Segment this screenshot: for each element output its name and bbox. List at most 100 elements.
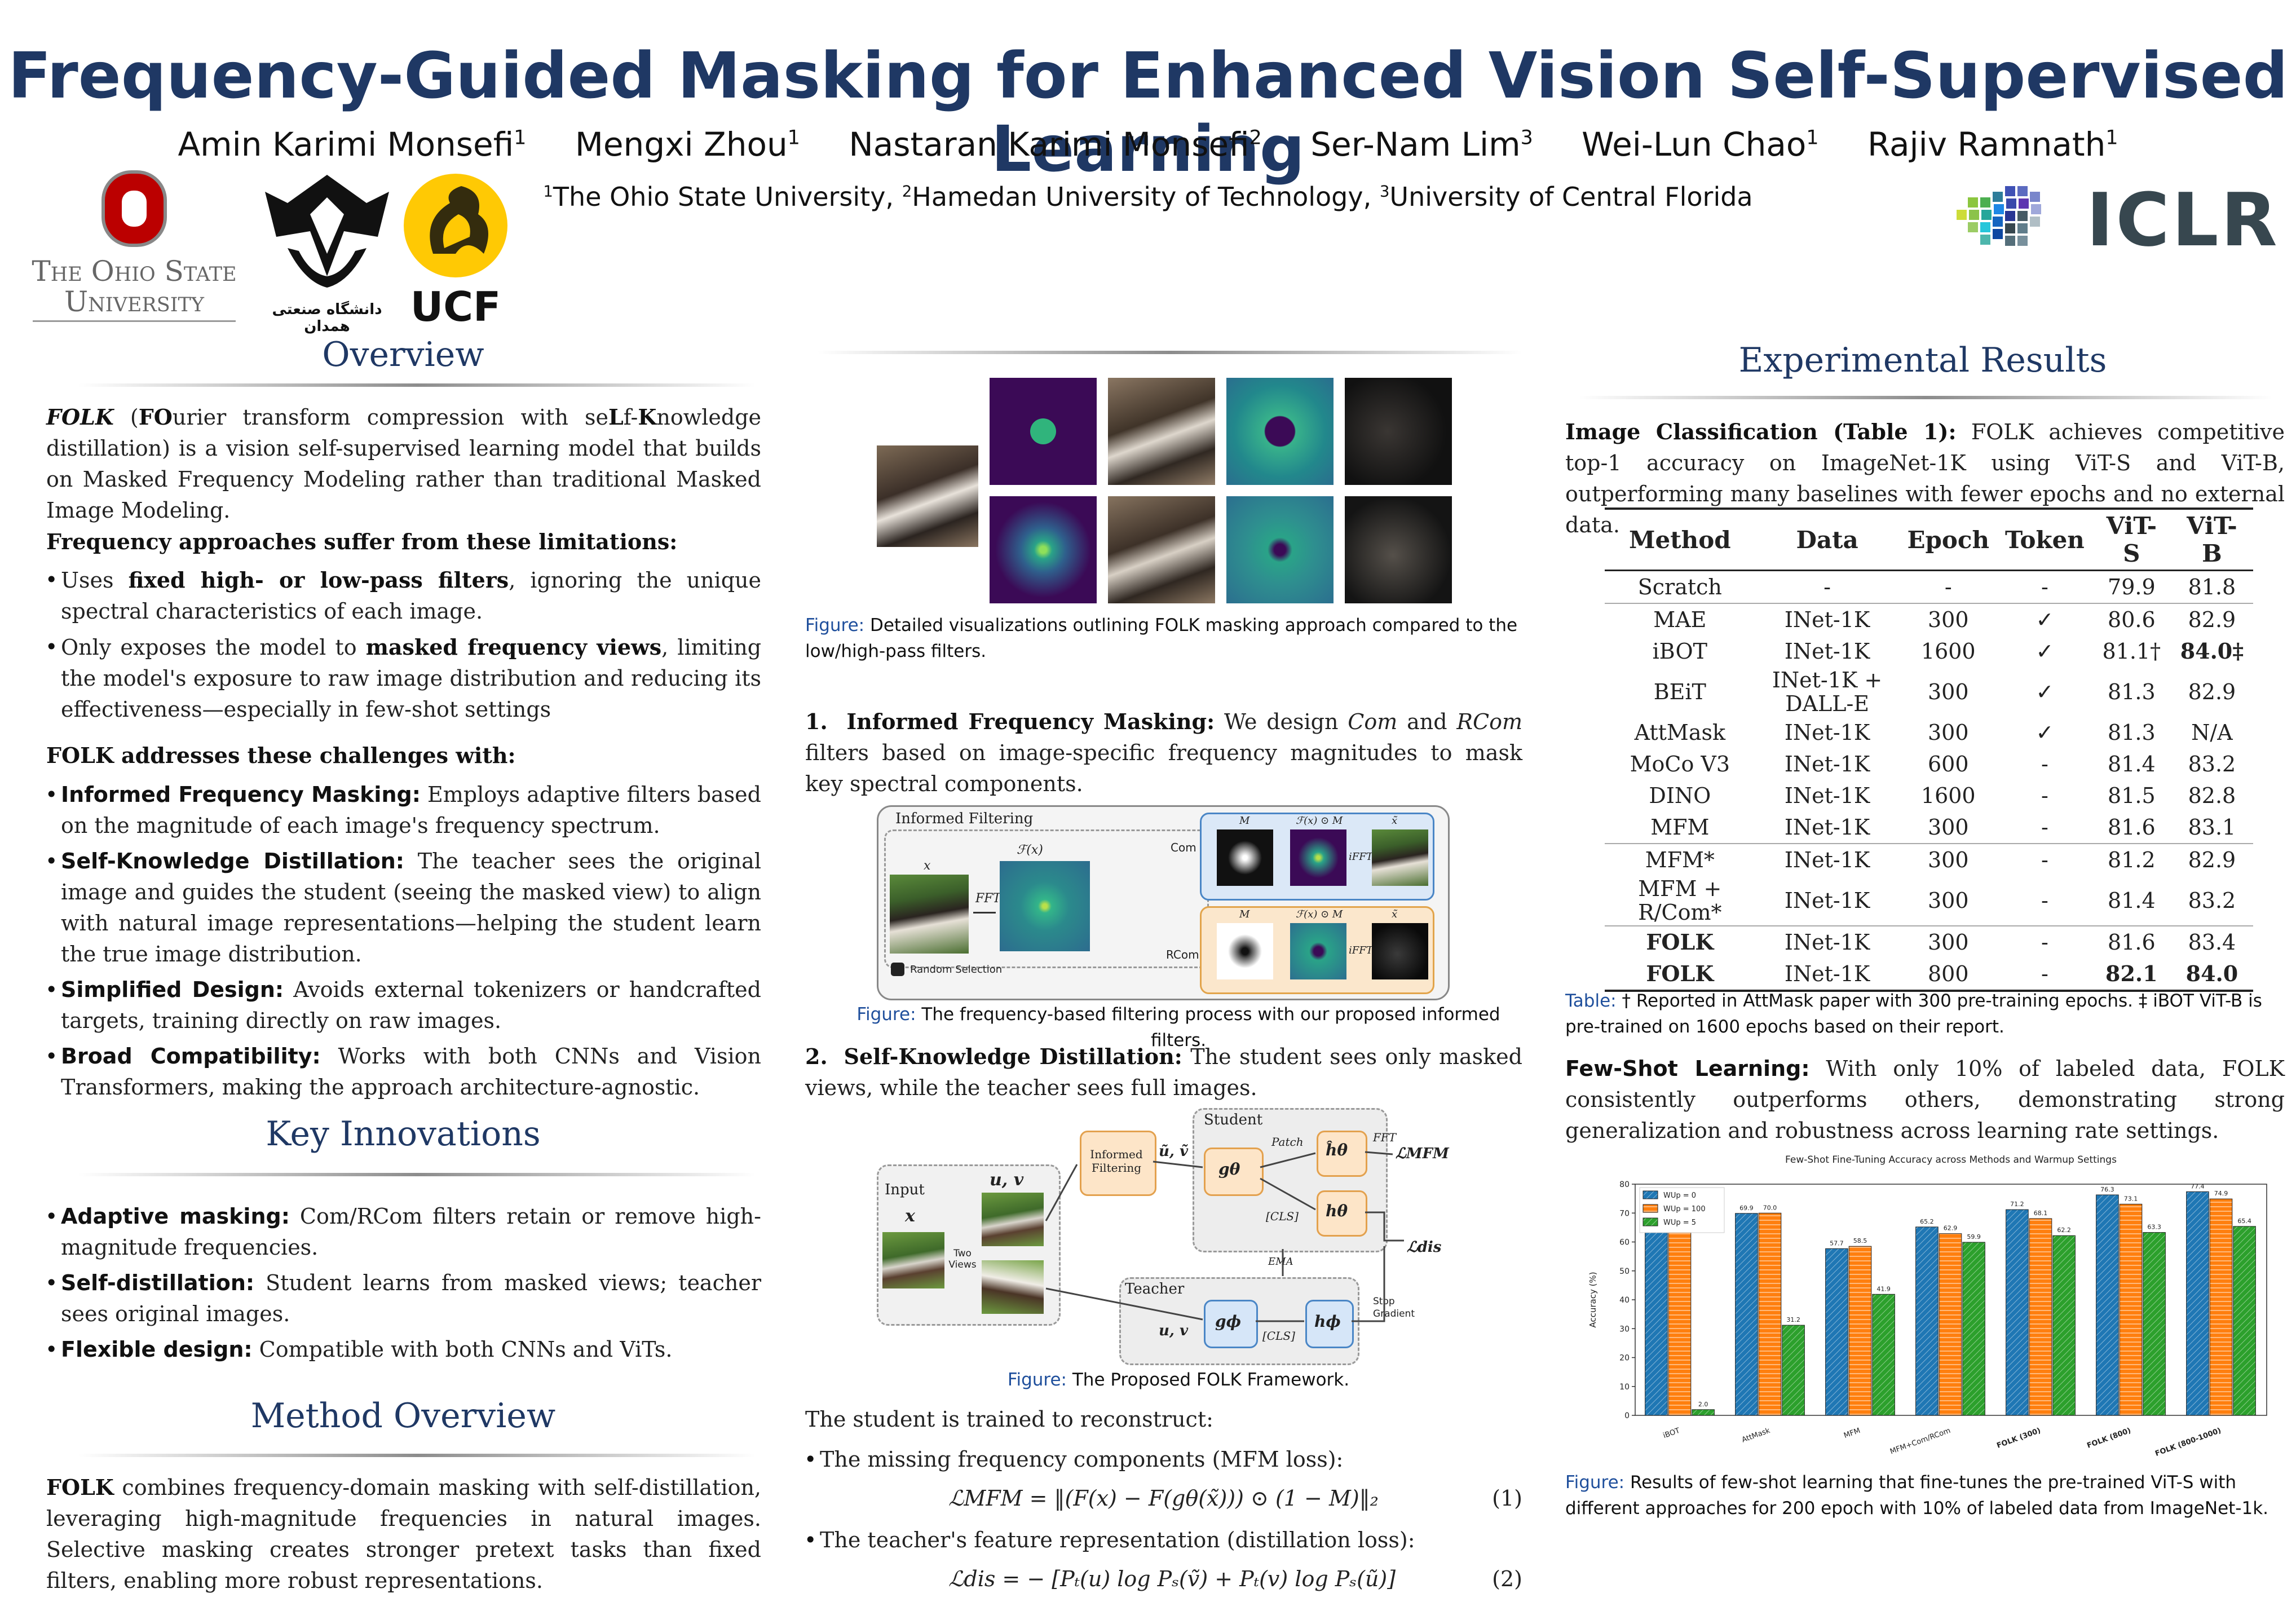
list-item: Simplified Design: Avoids external token… [45, 974, 761, 1036]
bar-0-1 [1735, 1213, 1758, 1416]
bar-0-3 [1915, 1226, 1939, 1416]
fft-spectrum-image [1000, 861, 1090, 951]
informed-filtering-box-label: Informed Filtering [1090, 1148, 1143, 1175]
few-shot-chart: Few-Shot Fine-Tuning Accuracy across Met… [1573, 1150, 2278, 1466]
bar-0-0 [1645, 1228, 1668, 1416]
list-item: Self-Knowledge Distillation: The teacher… [45, 846, 761, 970]
chart-title: Few-Shot Fine-Tuning Accuracy across Met… [1785, 1154, 2117, 1166]
innovations-rule [79, 1173, 756, 1176]
iclr-pixel-brain-icon [1957, 186, 2041, 246]
table-row: iBOT INet-1K 1600 ✓ 81.1† 84.0‡ [1652, 638, 2244, 664]
limits-list: Uses fixed high- or low-pass filters, ig… [45, 564, 761, 725]
cls-label-teacher: [CLS] [1262, 1329, 1295, 1343]
table-row: MFM INet-1K 300-81.6 83.1 [1650, 815, 2236, 840]
bar-1-6 [2209, 1198, 2233, 1416]
ifft-label-bottom: iFFT [1349, 945, 1373, 956]
innovations-body: Adaptive masking: Com/RCom filters retai… [45, 1201, 761, 1370]
y-tick-label: 70 [1619, 1209, 1630, 1218]
results-table: Method Data Epoch Token ViT-S ViT-B Scra… [1605, 508, 2253, 992]
bar-2-5 [2143, 1232, 2166, 1416]
x-tick-label: FOLK (800-1000) [2154, 1427, 2222, 1458]
com-mask-icon [1217, 829, 1273, 886]
author-3: Nastaran Karimi Monsefi2 [849, 125, 1262, 164]
fig2-caption: Figure: The frequency-based filtering pr… [856, 1004, 1500, 1051]
fft-out-label: FFT [1373, 1131, 1397, 1144]
results-table-wrap: Method Data Epoch Token ViT-S ViT-B Scra… [1605, 508, 2253, 992]
h-phi-label: hϕ [1314, 1312, 1341, 1331]
input-x-label: x [924, 859, 931, 873]
legend-label: WUp = 5 [1663, 1219, 1696, 1227]
list-item: Flexible design: Compatible with both CN… [45, 1334, 761, 1365]
iclr-logo: ICLR [1951, 175, 2278, 265]
y-tick-label: 10 [1619, 1383, 1630, 1392]
table-row: FOLK INet-1K 300-81.6 83.4 [1605, 925, 2253, 958]
rcom-dog-image [1345, 496, 1452, 603]
bar-value-label: 65.4 [2237, 1217, 2251, 1225]
table-row: Scratch - - -79.9 81.8 [1637, 575, 2236, 599]
folk-framework-diagram: Input x Two Views u, v Informed Filterin… [877, 1108, 1469, 1365]
bar-2-4 [2052, 1235, 2076, 1416]
few-shot-text: Few-Shot Learning: With only 10% of labe… [1565, 1056, 2285, 1143]
author-4: Ser-Nam Lim3 [1310, 125, 1533, 164]
rcom-output-image [1372, 923, 1428, 979]
list-item: Broad Compatibility: Works with both CNN… [45, 1041, 761, 1103]
innovations-title: Key Innovations [266, 1114, 541, 1154]
mask-m-label-bottom: M [1239, 908, 1250, 920]
input-x-var: x [905, 1206, 915, 1226]
bar-value-label: 2.0 [1698, 1401, 1708, 1408]
y-tick-label: 80 [1619, 1180, 1630, 1189]
bar-0-5 [2096, 1194, 2119, 1416]
xtilde-label-top: x̃ [1392, 815, 1398, 827]
image-classification-text: Image Classification (Table 1): FOLK ach… [1565, 419, 2285, 537]
bar-0-6 [2186, 1191, 2209, 1416]
bar-value-label: 68.1 [2034, 1210, 2048, 1217]
affiliations: 1The Ohio State University, 2Hamedan Uni… [543, 182, 1753, 212]
rcom-mask-icon [1217, 923, 1273, 979]
bar-2-0 [1692, 1409, 1715, 1416]
h-theta-label: hθ [1326, 1202, 1348, 1220]
informed-filtering-label: Informed Filtering [895, 810, 1034, 827]
bar-value-label: 71.2 [2010, 1201, 2024, 1208]
y-tick-label: 0 [1624, 1411, 1630, 1420]
bar-value-label: 59.9 [1967, 1233, 1981, 1241]
equation-1: ℒMFM = ‖(F(x) − F(gθ(x̃))) ⊙ (1 − M)‖₂ [948, 1486, 1379, 1511]
list-item: Informed Frequency Masking: Employs adap… [45, 779, 761, 841]
com-mask-image [990, 496, 1097, 603]
rcom-filtered-spectrum [1290, 923, 1346, 979]
hamedan-logo: دانشگاه صنعتی همدان [254, 169, 400, 335]
input-image [882, 1232, 944, 1288]
informed-filtering-diagram: Informed Filtering x FFT ℱ(x) Random Sel… [877, 805, 1450, 1000]
uv-tilde-label: ũ, ṽ [1159, 1143, 1189, 1160]
bar-1-2 [1848, 1246, 1872, 1416]
list-item: Self-distillation: Student learns from m… [45, 1268, 761, 1330]
bar-2-6 [2233, 1226, 2256, 1416]
method-rule [79, 1454, 756, 1457]
overview-intro: FOLK (FOurier transform compression with… [45, 401, 761, 1107]
poster-title: Frequency-Guided Masking for Enhanced Vi… [8, 39, 2288, 186]
section1-text: 1. Informed Frequency Masking: We design… [805, 709, 1522, 796]
author-list: Amin Karimi Monsefi1 Mengxi Zhou1 Nastar… [0, 125, 2296, 164]
author-6: Rajiv Ramnath1 [1867, 125, 2118, 164]
table-row: MAE INet-1K 300 ✓ 80.6 82.9 [1605, 603, 2253, 636]
address-heading: FOLK addresses these challenges with: [46, 743, 516, 768]
legend-label: WUp = 0 [1663, 1191, 1696, 1200]
bar-value-label: 62.9 [1944, 1225, 1958, 1232]
osu-logo: The Ohio State University [16, 169, 253, 333]
table-row: MFM + R/Com* INet-1K 300-81.4 83.2 [1638, 876, 2236, 925]
x-tick-label: MFM+Com/RCom [1889, 1427, 1951, 1457]
section2-text: 2. Self-Knowledge Distillation: The stud… [805, 1044, 1522, 1100]
x-tick-label: MFM [1843, 1427, 1861, 1440]
lowpass-dog-image [1108, 378, 1215, 485]
random-selection-label: Random Selection [910, 964, 1003, 976]
x-tick-label: AttMask [1741, 1427, 1772, 1445]
bar-1-5 [2119, 1203, 2143, 1416]
uv-teacher-label: u, v [1159, 1322, 1189, 1339]
legend-label: WUp = 100 [1663, 1205, 1706, 1213]
equation-2-number: (2) [1492, 1566, 1522, 1591]
view-u-image [982, 1193, 1044, 1246]
fx-label: ℱ(x) [1017, 843, 1043, 857]
bar-value-label: 63.3 [2147, 1224, 2161, 1231]
y-tick-label: 60 [1619, 1238, 1630, 1247]
patch-label: Patch [1271, 1135, 1304, 1149]
fxm-label-top: ℱ(x) ⊙ M [1296, 815, 1343, 827]
